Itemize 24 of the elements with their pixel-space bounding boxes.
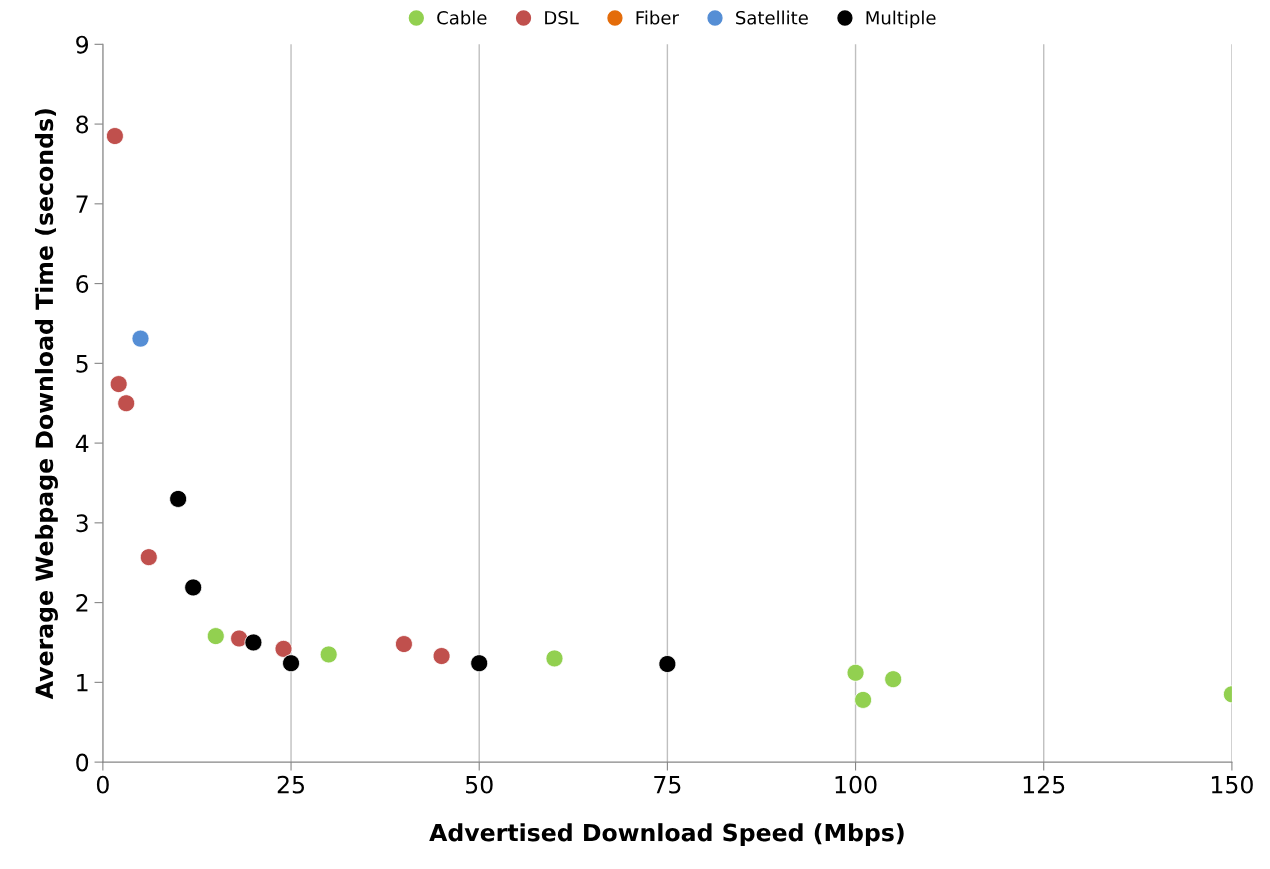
y-tick-label: 1 xyxy=(77,674,88,692)
x-tick-label: 125 xyxy=(1023,775,1065,794)
legend-label: Cable xyxy=(437,10,487,25)
legend-label: Multiple xyxy=(866,10,936,29)
legend-label: Fiber xyxy=(636,10,679,25)
x-tick-label: 25 xyxy=(277,775,304,794)
y-tick-label: 6 xyxy=(76,275,89,293)
legend-label: Satellite xyxy=(736,10,808,25)
y-tick-label: 8 xyxy=(76,115,89,134)
y-axis-title: Average Webpage Download Time (seconds) xyxy=(34,109,58,700)
x-tick-label: 150 xyxy=(1211,775,1253,794)
y-tick-label: 3 xyxy=(76,514,88,533)
y-tick-label: 4 xyxy=(75,434,89,453)
x-axis-title: Advertised Download Speed (Mbps) xyxy=(429,823,904,847)
y-tick-label: 7 xyxy=(76,195,88,213)
y-tick-label: 2 xyxy=(76,594,88,612)
x-tick-label: 50 xyxy=(466,775,493,794)
y-tick-label: 5 xyxy=(76,355,88,373)
y-tick-label: 9 xyxy=(76,35,89,54)
x-tick-label: 100 xyxy=(835,775,877,794)
x-tick-label: 0 xyxy=(96,775,109,794)
x-tick-label: 75 xyxy=(654,776,681,794)
y-tick-label: 0 xyxy=(76,753,89,772)
legend-label: DSL xyxy=(545,10,579,25)
